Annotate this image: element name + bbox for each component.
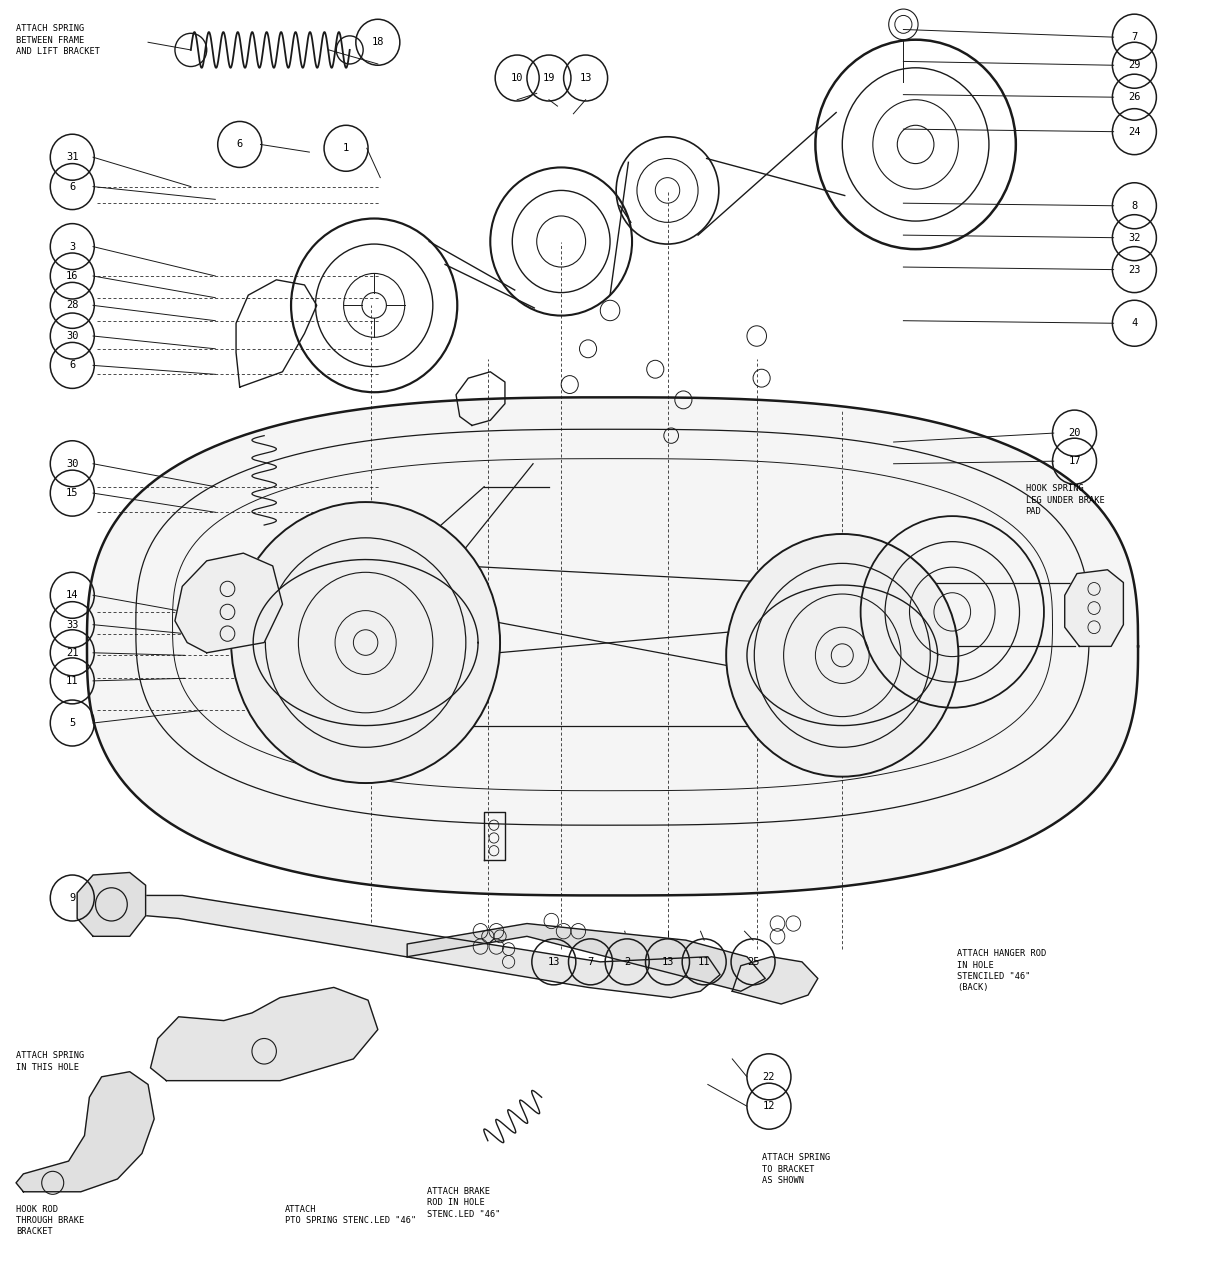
Text: 30: 30 (66, 458, 78, 468)
Text: HOOK SPRING
LEG UNDER BRAKE
PAD: HOOK SPRING LEG UNDER BRAKE PAD (1025, 484, 1105, 516)
Text: 23: 23 (1128, 265, 1140, 275)
Text: 11: 11 (66, 676, 78, 686)
Text: 11: 11 (698, 957, 710, 966)
Polygon shape (407, 924, 766, 991)
Text: 13: 13 (579, 73, 592, 83)
Text: 31: 31 (66, 152, 78, 163)
Text: 18: 18 (371, 37, 385, 47)
Text: 4: 4 (1131, 319, 1138, 328)
Polygon shape (16, 1071, 154, 1192)
Text: 17: 17 (1068, 456, 1080, 466)
Text: 9: 9 (69, 893, 76, 902)
Text: MTD: MTD (456, 580, 769, 700)
Text: 16: 16 (66, 271, 78, 282)
Text: 3: 3 (69, 242, 76, 252)
Circle shape (232, 502, 500, 783)
Text: 6: 6 (236, 140, 243, 150)
Text: 13: 13 (662, 957, 674, 966)
Text: 7: 7 (1131, 32, 1138, 42)
Polygon shape (87, 397, 1138, 896)
Circle shape (726, 534, 958, 777)
Polygon shape (118, 896, 720, 997)
Text: 33: 33 (66, 620, 78, 630)
Text: 15: 15 (66, 488, 78, 498)
Text: 13: 13 (548, 957, 560, 966)
Text: 6: 6 (69, 182, 76, 192)
Text: 22: 22 (763, 1071, 775, 1082)
Text: ATTACH SPRING
BETWEEN FRAME
AND LIFT BRACKET: ATTACH SPRING BETWEEN FRAME AND LIFT BRA… (16, 24, 100, 56)
Text: 2: 2 (624, 957, 631, 966)
Text: HOOK ROD
THROUGH BRAKE
BRACKET: HOOK ROD THROUGH BRAKE BRACKET (16, 1204, 85, 1236)
Text: 26: 26 (1128, 92, 1140, 102)
Text: 25: 25 (747, 957, 760, 966)
Text: 24: 24 (1128, 127, 1140, 137)
Text: ATTACH BRAKE
ROD IN HOLE
STENC.LED "46": ATTACH BRAKE ROD IN HOLE STENC.LED "46" (426, 1187, 500, 1219)
Text: 6: 6 (69, 361, 76, 370)
Polygon shape (175, 553, 283, 653)
Text: 28: 28 (66, 301, 78, 310)
Text: 7: 7 (587, 957, 594, 966)
Text: 12: 12 (763, 1101, 775, 1111)
Text: 5: 5 (69, 718, 76, 728)
Polygon shape (151, 987, 377, 1080)
Text: 20: 20 (1068, 428, 1080, 438)
Text: ATTACH
PTO SPRING STENC.LED "46": ATTACH PTO SPRING STENC.LED "46" (285, 1204, 416, 1225)
Text: ATTACH SPRING
IN THIS HOLE: ATTACH SPRING IN THIS HOLE (16, 1051, 85, 1071)
Text: 32: 32 (1128, 233, 1140, 243)
Polygon shape (1065, 570, 1123, 646)
Text: 10: 10 (511, 73, 523, 83)
Polygon shape (77, 873, 146, 936)
Text: ATTACH HANGER ROD
IN HOLE
STENCILED "46"
(BACK): ATTACH HANGER ROD IN HOLE STENCILED "46"… (957, 948, 1046, 992)
Text: 1: 1 (343, 143, 349, 154)
Text: ATTACH SPRING
TO BRACKET
AS SHOWN: ATTACH SPRING TO BRACKET AS SHOWN (762, 1153, 829, 1185)
Text: 29: 29 (1128, 60, 1140, 70)
Text: 30: 30 (66, 332, 78, 340)
Text: 21: 21 (66, 648, 78, 658)
Text: 8: 8 (1131, 201, 1138, 211)
Text: 19: 19 (543, 73, 555, 83)
Polygon shape (733, 956, 818, 1004)
Text: 14: 14 (66, 590, 78, 600)
